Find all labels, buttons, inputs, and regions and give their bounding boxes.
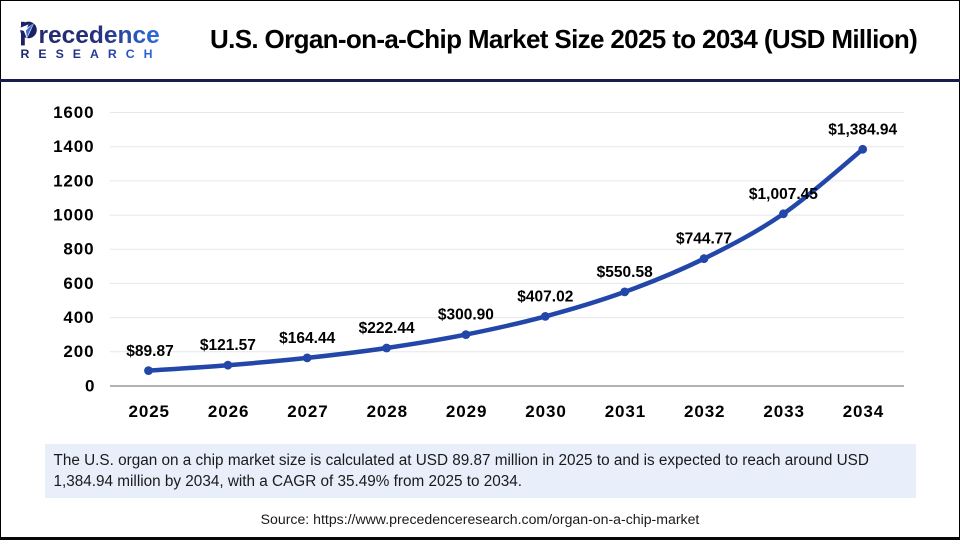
svg-text:1400: 1400 (53, 137, 94, 156)
svg-text:1200: 1200 (53, 171, 94, 190)
svg-text:$407.02: $407.02 (517, 288, 573, 305)
svg-text:$222.44: $222.44 (359, 320, 415, 337)
svg-text:$300.90: $300.90 (438, 307, 494, 324)
svg-text:800: 800 (63, 240, 94, 259)
svg-text:2033: 2033 (763, 402, 804, 421)
svg-text:2034: 2034 (843, 402, 884, 421)
svg-text:0: 0 (85, 376, 94, 395)
svg-text:$1,384.94: $1,384.94 (828, 121, 897, 138)
svg-text:2030: 2030 (525, 402, 566, 421)
svg-text:$89.87: $89.87 (126, 343, 173, 360)
svg-text:400: 400 (63, 308, 94, 327)
svg-text:$744.77: $744.77 (676, 231, 732, 248)
svg-text:$550.58: $550.58 (597, 264, 653, 281)
svg-text:1000: 1000 (53, 206, 94, 225)
svg-text:2032: 2032 (684, 402, 725, 421)
svg-text:2025: 2025 (128, 402, 169, 421)
svg-text:2026: 2026 (208, 402, 249, 421)
svg-text:$121.57: $121.57 (200, 337, 256, 354)
svg-text:2027: 2027 (287, 402, 328, 421)
svg-text:600: 600 (63, 274, 94, 293)
svg-text:1600: 1600 (53, 103, 94, 122)
svg-text:$1,007.45: $1,007.45 (749, 186, 818, 203)
svg-text:200: 200 (63, 342, 94, 361)
svg-text:2029: 2029 (446, 402, 487, 421)
svg-text:2031: 2031 (605, 402, 646, 421)
svg-text:2028: 2028 (367, 402, 408, 421)
svg-text:$164.44: $164.44 (279, 330, 335, 347)
